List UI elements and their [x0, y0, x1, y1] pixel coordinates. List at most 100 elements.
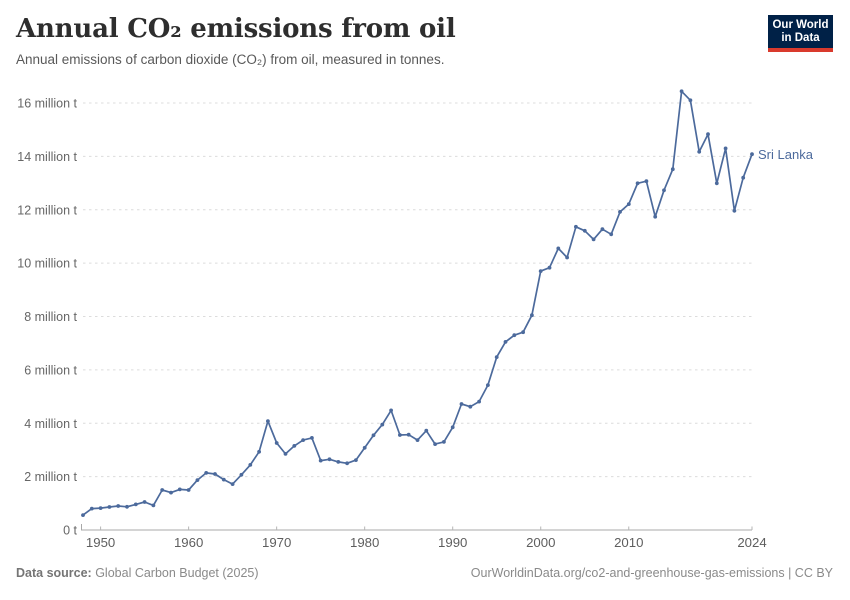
y-axis-tick-label: 4 million t	[24, 417, 77, 431]
y-axis-tick-label: 16 million t	[17, 97, 77, 111]
data-point	[688, 98, 693, 103]
data-point	[424, 428, 429, 433]
page-title: Annual CO₂ emissions from oil	[16, 14, 456, 44]
data-point	[230, 482, 235, 486]
data-point	[512, 333, 517, 338]
owid-logo-line2: in Data	[781, 31, 820, 44]
data-point	[292, 444, 297, 448]
x-axis-tick-label: 1960	[174, 535, 203, 550]
data-point	[714, 181, 719, 186]
chart-subtitle: Annual emissions of carbon dioxide (CO₂)…	[16, 52, 445, 67]
data-point	[732, 208, 737, 213]
data-point	[327, 457, 332, 462]
x-axis-tick-label: 2024	[737, 535, 766, 550]
data-point	[538, 269, 543, 273]
data-point	[142, 500, 147, 504]
data-point	[221, 477, 226, 482]
data-point	[653, 214, 658, 219]
data-point	[116, 504, 121, 508]
data-point	[521, 330, 525, 335]
x-axis-tick-label: 2000	[526, 535, 555, 550]
data-point	[371, 433, 376, 438]
data-point	[618, 210, 622, 214]
data-point	[160, 488, 165, 492]
y-axis-tick-label: 10 million t	[17, 257, 77, 271]
data-point	[486, 383, 490, 387]
data-source-text: Global Carbon Budget (2025)	[91, 566, 259, 580]
data-point	[204, 471, 209, 475]
data-point	[609, 232, 614, 237]
x-axis-tick-label: 1980	[350, 535, 379, 550]
data-point	[354, 458, 358, 462]
data-point	[679, 89, 684, 94]
data-point	[697, 149, 702, 154]
y-axis-tick-label: 2 million t	[24, 470, 77, 484]
data-point	[362, 445, 367, 450]
data-point	[723, 146, 728, 151]
data-point	[706, 132, 710, 137]
y-axis-tick-label: 8 million t	[24, 310, 77, 324]
data-point	[133, 502, 138, 507]
y-axis-tick-label: 14 million t	[17, 150, 77, 164]
x-axis-tick-label: 2010	[614, 535, 643, 550]
data-point	[186, 488, 191, 492]
data-point	[741, 175, 746, 180]
owid-logo: Our World in Data	[768, 15, 833, 52]
y-axis-tick-label: 12 million t	[17, 203, 77, 217]
x-axis-tick-label: 1970	[262, 535, 291, 550]
data-point	[274, 441, 279, 445]
data-point	[310, 436, 314, 440]
y-axis-tick-label: 6 million t	[24, 363, 77, 377]
data-point	[239, 472, 244, 477]
data-point	[591, 237, 596, 242]
data-point	[195, 478, 200, 482]
data-point	[151, 503, 156, 508]
data-point	[468, 404, 473, 409]
data-point	[98, 506, 103, 510]
data-point	[644, 179, 649, 184]
data-point	[415, 438, 420, 442]
data-point	[459, 402, 464, 406]
data-point	[450, 425, 455, 430]
data-source: Data source: Global Carbon Budget (2025)	[16, 566, 259, 580]
data-point	[530, 313, 534, 318]
data-point	[433, 442, 437, 446]
data-point	[547, 265, 552, 270]
data-point	[442, 440, 446, 444]
data-point	[750, 152, 754, 157]
data-source-label: Data source:	[16, 566, 92, 580]
data-point	[574, 224, 578, 229]
chart-footer: Data source: Global Carbon Budget (2025)…	[0, 566, 850, 600]
owid-citation-link[interactable]: OurWorldinData.org/co2-and-greenhouse-ga…	[470, 566, 833, 580]
data-point	[600, 227, 605, 232]
data-point	[177, 487, 182, 492]
data-point	[336, 460, 341, 464]
y-axis-tick-label: 0 t	[63, 524, 77, 538]
owid-logo-line1: Our World	[772, 18, 829, 31]
data-point	[565, 255, 569, 260]
data-point	[670, 167, 675, 172]
data-point	[494, 355, 499, 359]
data-point	[406, 432, 411, 437]
data-point	[345, 461, 349, 466]
data-point	[248, 463, 253, 467]
data-point	[107, 505, 112, 509]
data-point	[257, 449, 261, 454]
data-point	[662, 188, 666, 193]
data-point	[635, 181, 640, 186]
series-label-sri-lanka: Sri Lanka	[758, 147, 813, 162]
data-point	[301, 438, 305, 442]
data-point	[626, 202, 631, 207]
data-point	[283, 452, 288, 456]
data-point	[503, 340, 508, 344]
data-point	[477, 399, 481, 404]
data-point	[213, 472, 217, 476]
data-point	[125, 504, 129, 509]
data-point	[318, 458, 323, 463]
x-axis-tick-label: 1990	[438, 535, 467, 550]
data-point	[169, 490, 173, 495]
data-point	[556, 246, 561, 251]
data-point	[582, 228, 587, 233]
data-point	[81, 513, 85, 517]
